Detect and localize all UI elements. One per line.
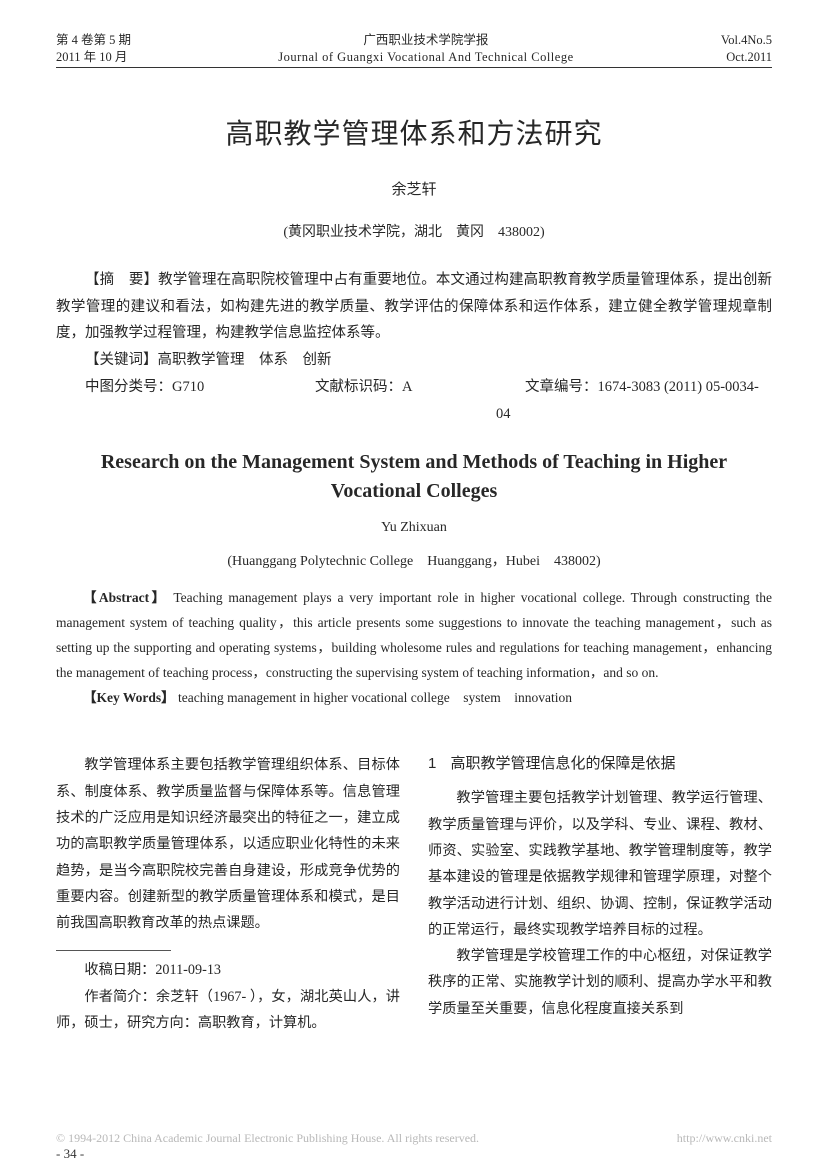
keywords-en: 【Key Words】 teaching management in highe… [56, 686, 772, 711]
keywords-cn: 【关键词】高职教学管理 体系 创新 [56, 347, 772, 374]
received-date: 收稿日期：2011-09-13 [56, 957, 400, 983]
doccode-value: A [402, 379, 412, 395]
section-num: 1 [428, 755, 451, 772]
running-header: 第 4 卷第 5 期 2011 年 10 月 广西职业技术学院学报 Journa… [56, 32, 772, 68]
clc-value: G710 [172, 379, 204, 395]
header-center: 广西职业技术学院学报 Journal of Guangxi Vocational… [131, 32, 721, 66]
pub-date-cn: 2011 年 10 月 [56, 49, 131, 66]
keywords-en-label: 【Key Words】 [83, 690, 175, 705]
column-left: 教学管理体系主要包括教学管理组织体系、目标体系、制度体系、教学质量监督与保障体系… [56, 752, 400, 1036]
affiliation-cn: (黄冈职业技术学院，湖北 黄冈 438002) [56, 221, 772, 241]
volume-issue: 第 4 卷第 5 期 [56, 32, 131, 49]
keywords-cn-text: 高职教学管理 体系 创新 [158, 352, 332, 368]
abstract-cn-text: 教学管理在高职院校管理中占有重要地位。本文通过构建高职教育教学质量管理体系，提出… [56, 272, 772, 342]
artno-label: 文章编号： [525, 379, 598, 395]
keywords-cn-label: 【关键词】 [85, 352, 158, 368]
article-title-en: Research on the Management System and Me… [56, 448, 772, 506]
author-en: Yu Zhixuan [56, 520, 772, 536]
abstract-cn: 【摘 要】教学管理在高职院校管理中占有重要地位。本文通过构建高职教育教学质量管理… [56, 267, 772, 347]
publisher-watermark: © 1994-2012 China Academic Journal Elect… [56, 1131, 772, 1146]
abstract-en-label: 【Abstract】 [83, 590, 168, 605]
section-title: 高职教学管理信息化的保障是依据 [451, 755, 676, 772]
author-cn: 余芝轩 [56, 178, 772, 199]
pub-date-en: Oct.2011 [721, 49, 772, 66]
footnote-rule [56, 950, 171, 951]
footnotes: 收稿日期：2011-09-13 作者简介：余芝轩（1967- ），女，湖北英山人… [56, 957, 400, 1036]
watermark-url: http://www.cnki.net [677, 1131, 772, 1146]
header-left: 第 4 卷第 5 期 2011 年 10 月 [56, 32, 131, 66]
author-bio: 作者简介：余芝轩（1967- ），女，湖北英山人，讲师，硕士，研究方向：高职教育… [56, 984, 400, 1037]
affiliation-en: (Huanggang Polytechnic College Huanggang… [56, 550, 772, 570]
abstract-en: 【Abstract】 Teaching management plays a v… [56, 586, 772, 686]
classification-row: 中图分类号：G710 文献标识码：A 文章编号：1674-3083 (2011)… [56, 374, 772, 428]
doccode-label: 文献标识码： [315, 379, 402, 395]
volume-issue-en: Vol.4No.5 [721, 32, 772, 49]
abstract-cn-label: 【摘 要】 [85, 272, 158, 288]
intro-paragraph: 教学管理体系主要包括教学管理组织体系、目标体系、制度体系、教学质量监督与保障体系… [56, 752, 400, 936]
journal-name-cn: 广西职业技术学院学报 [131, 32, 721, 49]
column-right: 1高职教学管理信息化的保障是依据 教学管理主要包括教学计划管理、教学运行管理、教… [428, 752, 772, 1036]
clc-label: 中图分类号： [85, 379, 172, 395]
body-columns: 教学管理体系主要包括教学管理组织体系、目标体系、制度体系、教学质量监督与保障体系… [56, 752, 772, 1036]
header-right: Vol.4No.5 Oct.2011 [721, 32, 772, 66]
watermark-text: © 1994-2012 China Academic Journal Elect… [56, 1131, 479, 1146]
page-number: - 34 - [56, 1146, 84, 1162]
journal-name-en: Journal of Guangxi Vocational And Techni… [131, 49, 721, 66]
section1-p2: 教学管理是学校管理工作的中心枢纽，对保证教学秩序的正常、实施教学计划的顺利、提高… [428, 943, 772, 1022]
section-heading-1: 1高职教学管理信息化的保障是依据 [428, 752, 772, 773]
section1-p1: 教学管理主要包括教学计划管理、教学运行管理、教学质量管理与评价，以及学科、专业、… [428, 785, 772, 943]
article-title-cn: 高职教学管理体系和方法研究 [56, 112, 772, 152]
keywords-en-text: teaching management in higher vocational… [178, 690, 572, 705]
